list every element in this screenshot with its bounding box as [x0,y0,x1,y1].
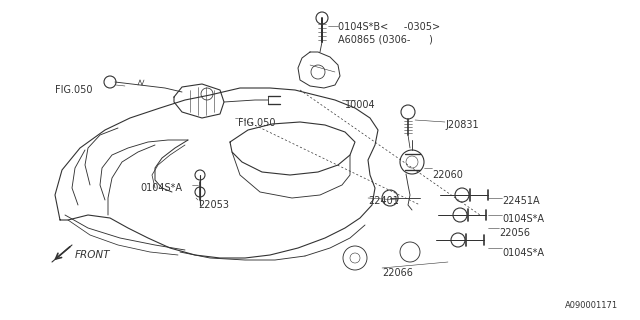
Text: 22401: 22401 [368,196,399,206]
Text: 22053: 22053 [198,200,229,210]
Text: 22056: 22056 [499,228,530,238]
Text: FIG.050: FIG.050 [55,85,93,95]
Text: 22451A: 22451A [502,196,540,206]
Text: FRONT: FRONT [75,250,111,260]
Text: FIG.050: FIG.050 [238,118,275,128]
Text: A090001171: A090001171 [565,301,618,310]
Text: 0104S*A: 0104S*A [140,183,182,193]
Text: 0104S*A: 0104S*A [502,214,544,224]
Text: 22066: 22066 [382,268,413,278]
Circle shape [195,187,205,197]
Text: J20831: J20831 [445,120,479,130]
Text: 0104S*B<     -0305>: 0104S*B< -0305> [338,22,440,32]
Text: 0104S*A: 0104S*A [502,248,544,258]
Text: A60865 (0306-      ): A60865 (0306- ) [338,34,433,44]
Text: 22060: 22060 [432,170,463,180]
Text: 10004: 10004 [345,100,376,110]
